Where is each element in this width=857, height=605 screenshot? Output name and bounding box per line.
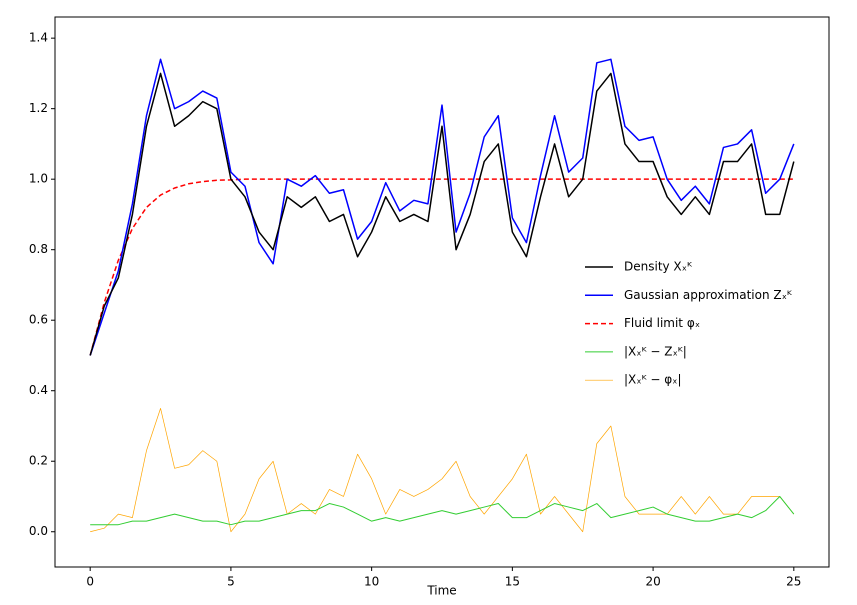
plot-frame (54, 16, 830, 568)
x-tick-label: 10 (364, 575, 379, 589)
y-tick-label: 0.4 (29, 383, 48, 397)
y-tick-label: 0.2 (29, 454, 48, 468)
series-line (90, 407, 795, 533)
legend-label: |Xₓᴷ − φₓ| (624, 373, 682, 387)
series-line (89, 178, 794, 356)
x-tick-label: 25 (786, 575, 801, 589)
legend-label: Fluid limit φₓ (624, 316, 700, 330)
series-line (90, 495, 795, 526)
y-tick-label: 0.6 (29, 313, 48, 327)
y-tick-label: 0.8 (29, 242, 48, 256)
x-tick-label: 5 (227, 575, 235, 589)
y-tick-label: 1.2 (29, 101, 48, 115)
x-tick-label: 0 (86, 575, 94, 589)
x-tick-label: 15 (505, 575, 520, 589)
series-line (89, 72, 795, 356)
legend-label: Gaussian approximation Zₓᴷ (624, 288, 793, 302)
y-tick-label: 1.4 (29, 31, 48, 45)
y-tick-label: 0.0 (29, 524, 48, 538)
x-axis-label: Time (426, 584, 456, 598)
series-line (89, 58, 795, 356)
legend-label: Density Xₓᴷ (624, 260, 693, 274)
y-tick-label: 1.0 (29, 172, 48, 186)
legend-label: |Xₓᴷ − Zₓᴷ| (624, 344, 687, 358)
x-tick-label: 20 (645, 575, 660, 589)
